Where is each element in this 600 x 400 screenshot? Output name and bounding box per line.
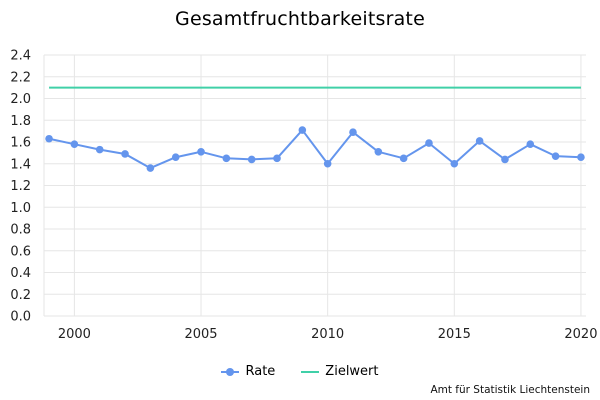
data-point-2004[interactable] (171, 153, 180, 162)
series-layer (45, 86, 585, 172)
data-point-2018[interactable] (526, 140, 535, 148)
data-point-2007[interactable] (247, 155, 256, 164)
data-point-2008[interactable] (273, 154, 281, 163)
series-line-0 (48, 129, 581, 170)
legend-rate-swatch (221, 367, 240, 376)
legend-item-rate[interactable]: Rate (221, 364, 275, 379)
data-point-2003[interactable] (146, 164, 155, 172)
legend: Rate Zielwert (0, 364, 600, 379)
y-tick-label-5: 1.0 (10, 201, 31, 216)
y-tick-label-2: 0.4 (10, 266, 31, 281)
data-point-2013[interactable] (399, 154, 408, 163)
data-point-2014[interactable] (425, 139, 433, 147)
data-point-2005[interactable] (197, 147, 205, 156)
data-point-2019[interactable] (551, 152, 560, 160)
legend-rate-label: Rate (245, 364, 276, 379)
x-tick-label-3: 2015 (438, 327, 471, 342)
x-axis-ticks: 2000 2005 2010 2015 2020 (58, 327, 598, 342)
y-tick-label-8: 1.6 (10, 136, 31, 151)
data-point-2010[interactable] (323, 159, 332, 168)
y-tick-label-12: 2.4 (10, 49, 31, 64)
data-point-2017[interactable] (501, 155, 509, 164)
y-tick-label-10: 2.0 (10, 92, 31, 107)
x-tick-label-1: 2005 (184, 327, 217, 342)
y-tick-label-1: 0.2 (10, 288, 31, 303)
data-point-2002[interactable] (121, 150, 129, 158)
y-tick-label-11: 2.2 (10, 70, 31, 85)
grid-lines (43, 54, 586, 317)
y-tick-label-9: 1.8 (10, 114, 31, 129)
x-tick-label-0: 2000 (58, 327, 91, 342)
y-tick-label-7: 1.4 (10, 157, 31, 172)
data-point-2000[interactable] (70, 140, 79, 148)
data-point-2011[interactable] (349, 128, 357, 137)
legend-zielwert-swatch (301, 370, 320, 373)
data-point-2016[interactable] (475, 137, 484, 145)
y-tick-label-4: 0.8 (10, 223, 31, 238)
x-tick-label-2: 2010 (311, 327, 344, 342)
y-tick-label-0: 0.0 (10, 310, 31, 325)
chart-title: Gesamtfruchtbarkeitsrate (175, 8, 425, 30)
y-tick-label-6: 1.2 (10, 179, 31, 194)
legend-zielwert-label: Zielwert (325, 364, 379, 379)
x-tick-label-4: 2020 (564, 327, 597, 342)
data-point-2020[interactable] (577, 153, 585, 162)
data-point-2006[interactable] (222, 154, 231, 163)
legend-item-zielwert[interactable]: Zielwert (301, 364, 379, 379)
source-credit: Amt für Statistik Liechtenstein (430, 384, 590, 396)
y-axis-ticks: 0.0 0.2 0.4 0.6 0.8 1.0 1.2 1.4 1.6 1.8 2.0 2.2 2.4 (10, 49, 31, 325)
data-point-2001[interactable] (95, 145, 104, 154)
data-point-2012[interactable] (374, 147, 383, 156)
y-tick-label-3: 0.6 (10, 244, 31, 259)
data-point-1999[interactable] (45, 134, 53, 143)
data-point-2015[interactable] (450, 159, 459, 168)
line-chart: 0.00.20.40.60.81.01.21.41.61.82.02.22.4 … (10, 49, 598, 343)
data-point-2009[interactable] (298, 126, 307, 134)
